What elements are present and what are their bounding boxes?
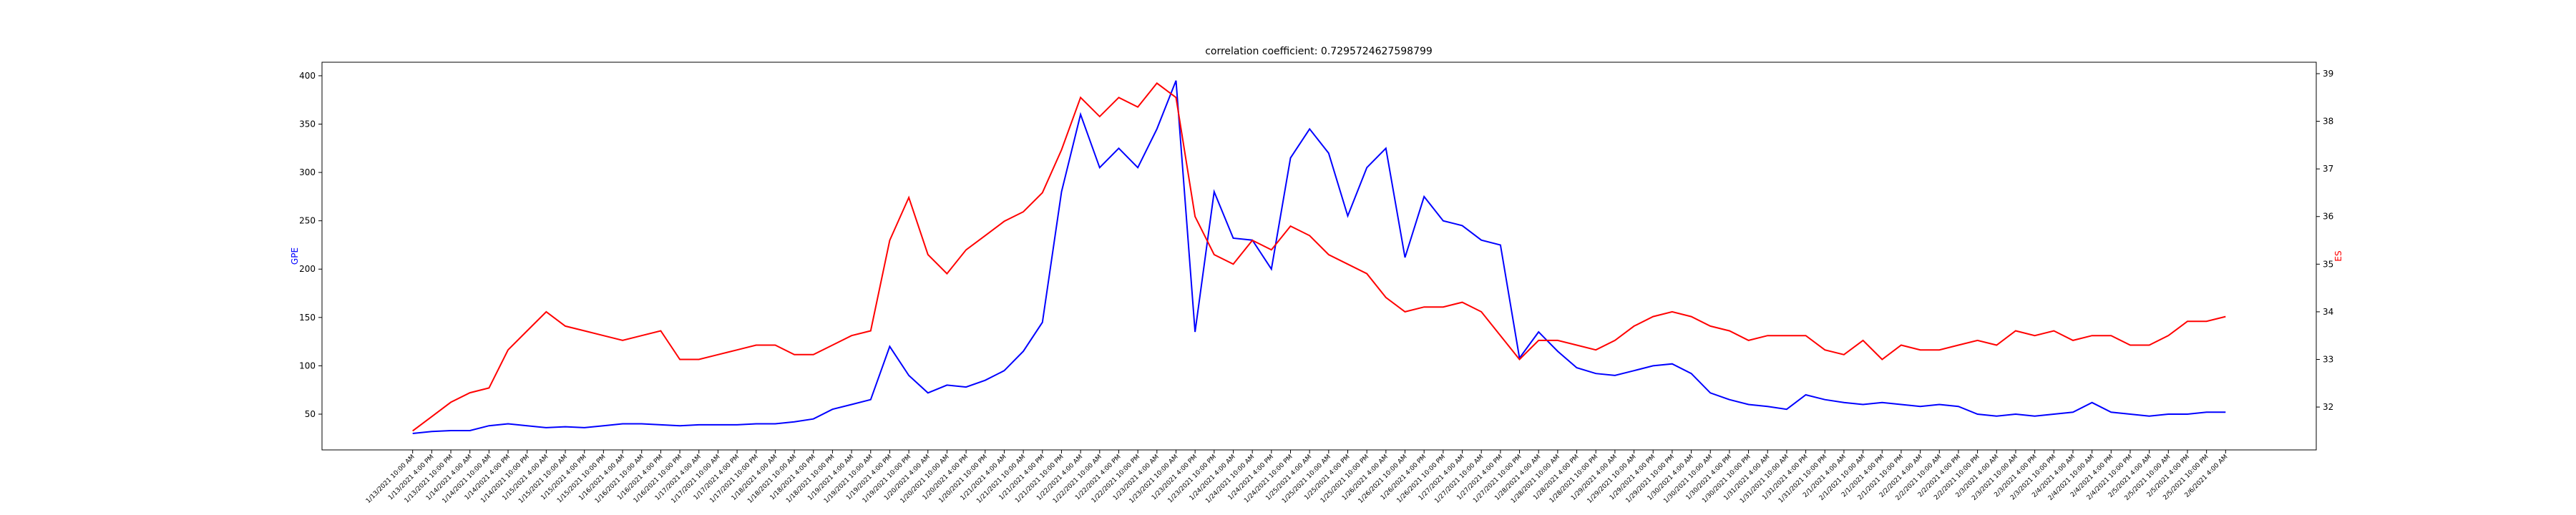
y2-tick-label: 35 <box>2323 259 2333 269</box>
y-tick-label: 400 <box>299 71 316 81</box>
y-tick-label: 200 <box>299 264 316 274</box>
y2-axis-label: ES <box>2333 250 2343 261</box>
y-axis-label: GPE <box>290 247 300 265</box>
y2-tick-label: 37 <box>2323 164 2333 174</box>
y2-tick-label: 33 <box>2323 354 2333 364</box>
plot-frame <box>321 62 2317 451</box>
y2-tick-label: 36 <box>2323 212 2333 222</box>
y2-tick-label: 39 <box>2323 69 2333 79</box>
series-line <box>412 82 2226 432</box>
y-tick-label: 100 <box>299 360 316 371</box>
chart-title: correlation coefficient: 0.7295724627598… <box>1205 46 1433 57</box>
series-line <box>412 80 2226 434</box>
y-tick-label: 250 <box>299 216 316 226</box>
y2-tick-label: 32 <box>2323 402 2333 412</box>
y-tick-label: 350 <box>299 119 316 129</box>
y-tick-label: 150 <box>299 313 316 323</box>
y2-tick-label: 34 <box>2323 307 2333 317</box>
y-tick-label: 50 <box>305 409 316 419</box>
y2-tick-label: 38 <box>2323 117 2333 127</box>
y-tick-label: 300 <box>299 167 316 177</box>
